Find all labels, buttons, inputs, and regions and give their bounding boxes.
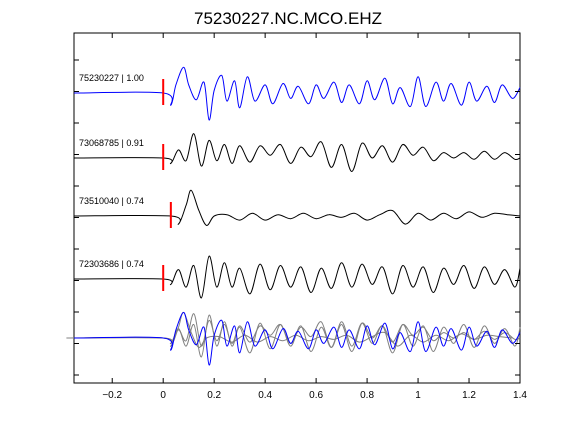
x-tick-label: −0.2	[102, 390, 122, 401]
x-tick-label: 0.4	[258, 390, 272, 401]
overlay-trace-3	[66, 311, 513, 348]
x-tick-label: 1.4	[513, 390, 527, 401]
picks-group	[162, 79, 172, 291]
plot-frame	[73, 32, 521, 384]
overlay-trace-1	[73, 311, 521, 366]
trace-label-4: 72303686 | 0.74	[79, 259, 144, 269]
trace-label-2: 73068785 | 0.91	[79, 138, 144, 148]
overlay-group	[66, 311, 521, 358]
traces-group	[73, 66, 521, 299]
trace-line-2	[73, 133, 521, 173]
trace-labels-group: 75230227 | 1.00 73068785 | 0.91 73510040 |…	[79, 73, 144, 269]
x-tick-label: 0.2	[207, 390, 221, 401]
trace-line-4	[73, 255, 521, 299]
x-tick-label: 0.8	[360, 390, 374, 401]
overlay-trace-4	[73, 314, 521, 358]
trace-label-3: 73510040 | 0.74	[79, 196, 144, 206]
x-tick-label: 0	[160, 390, 166, 401]
x-tick-label: 0.6	[309, 390, 323, 401]
x-tick-label: 1	[415, 390, 421, 401]
axes-group: −0.2 0 0.2 0.4 0.6 0.8 1 1.2 1.4	[74, 33, 527, 401]
trace-line-1	[73, 66, 521, 121]
trace-line-3	[73, 189, 521, 226]
x-tick-label: 1.2	[462, 390, 476, 401]
chart-title: 75230227.NC.MCO.EHZ	[194, 9, 382, 28]
trace-label-1: 75230227 | 1.00	[79, 73, 144, 83]
